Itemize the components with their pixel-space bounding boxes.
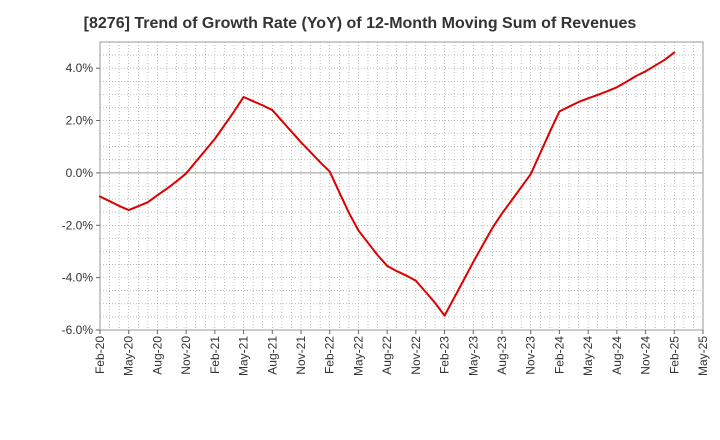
y-tick-label: -4.0% <box>62 271 94 285</box>
x-tick-label: Feb-22 <box>323 336 337 374</box>
series-line-growth-rate <box>99 51 676 317</box>
x-tick-label: Feb-20 <box>93 336 107 374</box>
y-tick-label: 2.0% <box>66 114 94 128</box>
x-tick-label: Aug-24 <box>610 336 624 375</box>
x-tick-label: Feb-21 <box>208 336 222 374</box>
x-tick-label: Nov-24 <box>639 336 653 375</box>
x-tick-label: Aug-20 <box>150 336 164 375</box>
x-tick-label: Nov-23 <box>524 336 538 375</box>
plot-area-frame <box>99 41 704 331</box>
chart-title: [8276] Trend of Growth Rate (YoY) of 12-… <box>83 15 637 32</box>
y-tick-label: -6.0% <box>62 323 94 337</box>
x-tick-label: Aug-23 <box>495 336 509 375</box>
x-tick-label: Nov-20 <box>179 336 193 375</box>
x-tick-label: Nov-22 <box>409 336 423 375</box>
x-tick-label: Feb-24 <box>552 336 566 374</box>
y-tick-label: -2.0% <box>62 218 94 232</box>
y-tick-label: 0.0% <box>66 166 94 180</box>
x-tick-label: Nov-21 <box>294 336 308 375</box>
x-tick-label: May-21 <box>237 336 251 376</box>
y-tick-label: 4.0% <box>66 61 94 75</box>
x-tick-label: Aug-22 <box>380 336 394 375</box>
x-tick-label: Aug-21 <box>265 336 279 375</box>
x-tick-label: May-24 <box>581 336 595 376</box>
x-tick-label: May-25 <box>696 336 710 376</box>
x-tick-label: May-22 <box>351 336 365 376</box>
x-tick-label: Feb-23 <box>438 336 452 374</box>
x-tick-label: Feb-25 <box>667 336 681 374</box>
x-tick-label: May-20 <box>122 336 136 376</box>
x-tick-label: May-23 <box>466 336 480 376</box>
